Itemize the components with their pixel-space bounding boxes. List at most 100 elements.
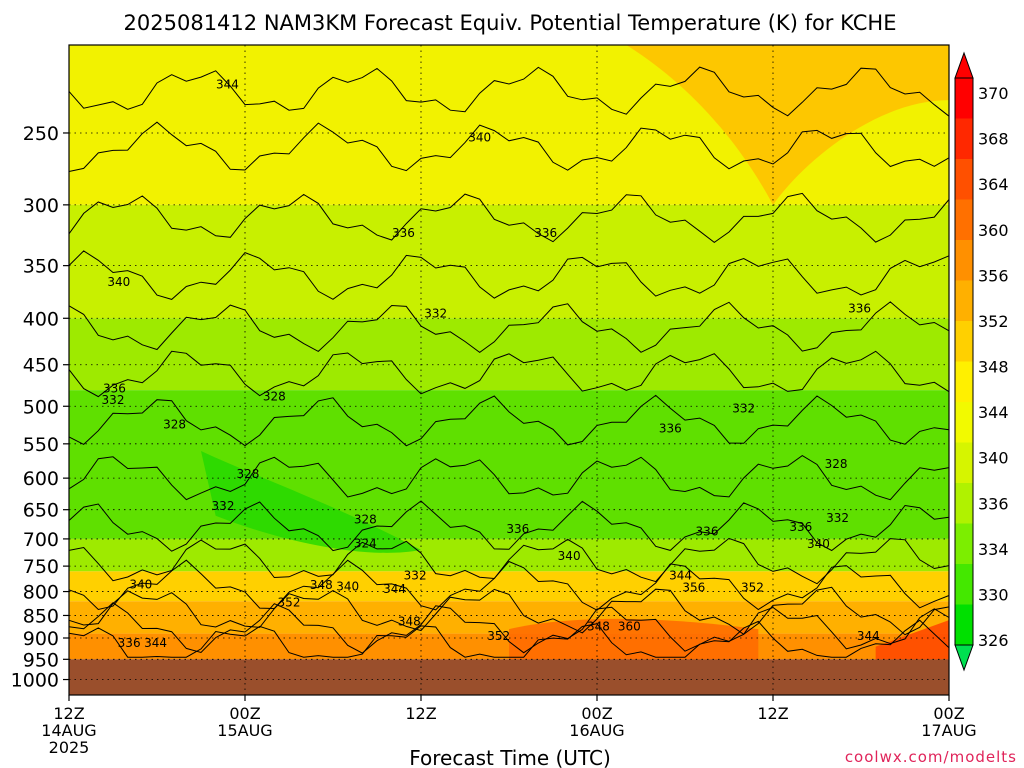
- contour-label: 340: [468, 131, 491, 145]
- y-tick-label: 800: [23, 582, 59, 604]
- y-tick-label: 600: [23, 468, 59, 490]
- contour-label: 336: [392, 226, 415, 240]
- y-axis: 2503003504004505005506006507007508008509…: [11, 123, 69, 692]
- contour-label: 344: [669, 568, 692, 582]
- x-axis-title: Forecast Time (UTC): [409, 746, 611, 768]
- contour-label: 336: [506, 522, 529, 536]
- colorbar-frame: [954, 77, 974, 646]
- contour-line: [68, 394, 950, 447]
- contour-lines: [68, 66, 950, 658]
- field-band: [69, 204, 949, 319]
- contour-label: 328: [236, 467, 259, 481]
- contour-line: [68, 455, 950, 501]
- colorbar-swatch: [955, 361, 973, 403]
- contour-label: 348: [398, 614, 421, 628]
- colorbar-label: 364: [978, 175, 1009, 194]
- contour-label: 340: [129, 578, 152, 592]
- plot-area: [69, 45, 949, 695]
- terrain-fill: [69, 659, 949, 695]
- y-tick-label: 250: [23, 123, 59, 145]
- contour-label: 332: [732, 402, 755, 416]
- x-tick-label: 00Z: [229, 704, 260, 723]
- y-tick-label: 400: [23, 308, 59, 330]
- contour-label: 344: [857, 629, 880, 643]
- colorbar-swatch: [955, 118, 973, 160]
- colorbar-label: 330: [978, 585, 1009, 604]
- colorbar-swatch: [955, 604, 973, 646]
- x-tick-label: 12Z: [757, 704, 788, 723]
- y-tick-label: 350: [23, 256, 59, 278]
- contour-label: 332: [404, 568, 427, 582]
- contour-line: [68, 121, 950, 172]
- colorbar-swatch: [955, 280, 973, 322]
- contour-line: [68, 537, 950, 585]
- contour-label: 328: [825, 457, 848, 471]
- contour-line: [68, 66, 950, 117]
- colorbar-swatch: [955, 523, 973, 565]
- chart-title: 2025081412 NAM3KM Forecast Equiv. Potent…: [124, 11, 897, 35]
- colorbar-label: 340: [978, 449, 1009, 468]
- colorbar-label: 360: [978, 221, 1009, 240]
- contour-label: 336: [534, 226, 557, 240]
- colorbar-label: 326: [978, 631, 1009, 650]
- contour-label: 324: [354, 536, 377, 550]
- y-tick-label: 450: [23, 355, 59, 377]
- y-tick-label: 950: [23, 649, 59, 671]
- contour-label: 348: [310, 578, 333, 592]
- contour-label: 336: [103, 382, 126, 396]
- contour-label: 340: [807, 537, 830, 551]
- contour-label: 336: [696, 525, 719, 539]
- contour-label: 328: [263, 390, 286, 404]
- contour-label: 336: [848, 301, 871, 315]
- colorbar-max-arrow: [954, 51, 974, 79]
- colorbar-swatch: [955, 321, 973, 362]
- colorbar-label: 356: [978, 266, 1009, 285]
- colorbar-swatch: [955, 483, 973, 524]
- contour-label: 340: [107, 275, 130, 289]
- x-tick-label: 16AUG: [569, 721, 624, 740]
- colorbar-label: 348: [978, 358, 1009, 377]
- field-warm-pocket: [626, 45, 949, 205]
- colorbar-label: 334: [978, 540, 1009, 559]
- credit-text: coolwx.com/modelts: [845, 748, 1017, 766]
- y-tick-label: 300: [23, 195, 59, 217]
- y-tick-label: 1000: [11, 670, 59, 692]
- x-tick-label: 00Z: [581, 704, 612, 723]
- contour-label: 352: [487, 629, 510, 643]
- contour-line: [68, 192, 950, 244]
- contour-label: 336: [789, 520, 812, 534]
- colorbar-min-arrow: [954, 644, 974, 672]
- contour-label: 332: [102, 393, 125, 407]
- y-tick-label: 700: [23, 529, 59, 551]
- contour-label: 352: [278, 596, 301, 610]
- contour-label: 344: [144, 636, 167, 650]
- contour-label: 332: [212, 499, 235, 513]
- contour-line: [68, 602, 950, 654]
- colorbar-swatch: [955, 199, 973, 241]
- y-tick-label: 650: [23, 500, 59, 522]
- contour-line: [68, 350, 950, 398]
- contour-label: 344: [216, 77, 239, 91]
- x-tick-label: 17AUG: [921, 721, 976, 740]
- colorbar-swatch: [955, 240, 973, 281]
- colorbar: 326 330 334 336 340 344 348 352 356 360 364 368 370: [954, 51, 1009, 672]
- contour-label: 352: [741, 581, 764, 595]
- contour-label: 356: [682, 581, 705, 595]
- colorbar-label: 370: [978, 84, 1009, 103]
- contour-label: 336: [118, 636, 141, 650]
- contour-label: 340: [558, 549, 581, 563]
- contour-line: [68, 250, 950, 300]
- colorbar-swatch: [955, 159, 973, 200]
- contour-label: 340: [336, 580, 359, 594]
- colorbar-label: 336: [978, 494, 1009, 513]
- y-tick-label: 550: [23, 434, 59, 456]
- contour-label: 344: [383, 582, 406, 596]
- contour-label: 348: [587, 619, 610, 633]
- colorbar-label: 344: [978, 403, 1009, 422]
- contour-line: [68, 586, 950, 636]
- contour-label: 360: [618, 619, 641, 633]
- x-tick-label: 12Z: [53, 704, 84, 723]
